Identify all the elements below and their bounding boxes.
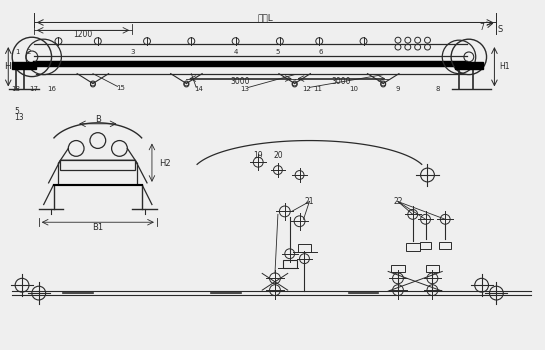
Bar (12, 62, 36, 69)
Text: 3000: 3000 (231, 77, 250, 86)
Text: 1200: 1200 (74, 30, 93, 39)
Bar (391, 265, 405, 272)
Text: 21: 21 (305, 197, 314, 206)
Bar (426, 265, 439, 272)
Bar (406, 243, 420, 251)
Text: 3000: 3000 (331, 77, 350, 86)
Text: 12: 12 (302, 86, 311, 92)
Text: 22: 22 (393, 197, 403, 206)
Bar (298, 244, 311, 252)
Text: 20: 20 (273, 151, 283, 160)
Bar (420, 242, 432, 249)
Text: 11: 11 (313, 86, 322, 92)
Bar (60, 160, 135, 170)
Text: B1: B1 (92, 223, 104, 232)
Text: 4: 4 (233, 49, 238, 55)
Text: 16: 16 (47, 86, 56, 92)
Text: 18: 18 (11, 86, 21, 92)
Text: S: S (498, 25, 503, 34)
Text: H1: H1 (499, 62, 510, 71)
Text: 10: 10 (349, 86, 358, 92)
Text: 1: 1 (15, 49, 20, 55)
Text: 13: 13 (240, 86, 249, 92)
Text: 17: 17 (29, 86, 38, 92)
Text: 7: 7 (479, 23, 484, 32)
Bar (455, 62, 483, 69)
Text: H2: H2 (159, 159, 171, 168)
Text: 5: 5 (276, 49, 280, 55)
Text: 2: 2 (27, 49, 31, 55)
Bar (283, 260, 296, 268)
Text: 机长L: 机长L (257, 13, 273, 22)
Text: 8: 8 (435, 86, 440, 92)
Text: 19: 19 (253, 151, 263, 160)
Text: 13: 13 (14, 113, 24, 122)
Text: 14: 14 (194, 86, 203, 92)
Text: 15: 15 (116, 85, 125, 91)
Text: H: H (4, 62, 11, 71)
Bar (439, 242, 451, 249)
Text: B: B (95, 116, 101, 124)
Text: 6: 6 (319, 49, 324, 55)
Text: 3: 3 (130, 49, 135, 55)
Text: 9: 9 (396, 86, 400, 92)
Text: 5: 5 (14, 106, 19, 116)
